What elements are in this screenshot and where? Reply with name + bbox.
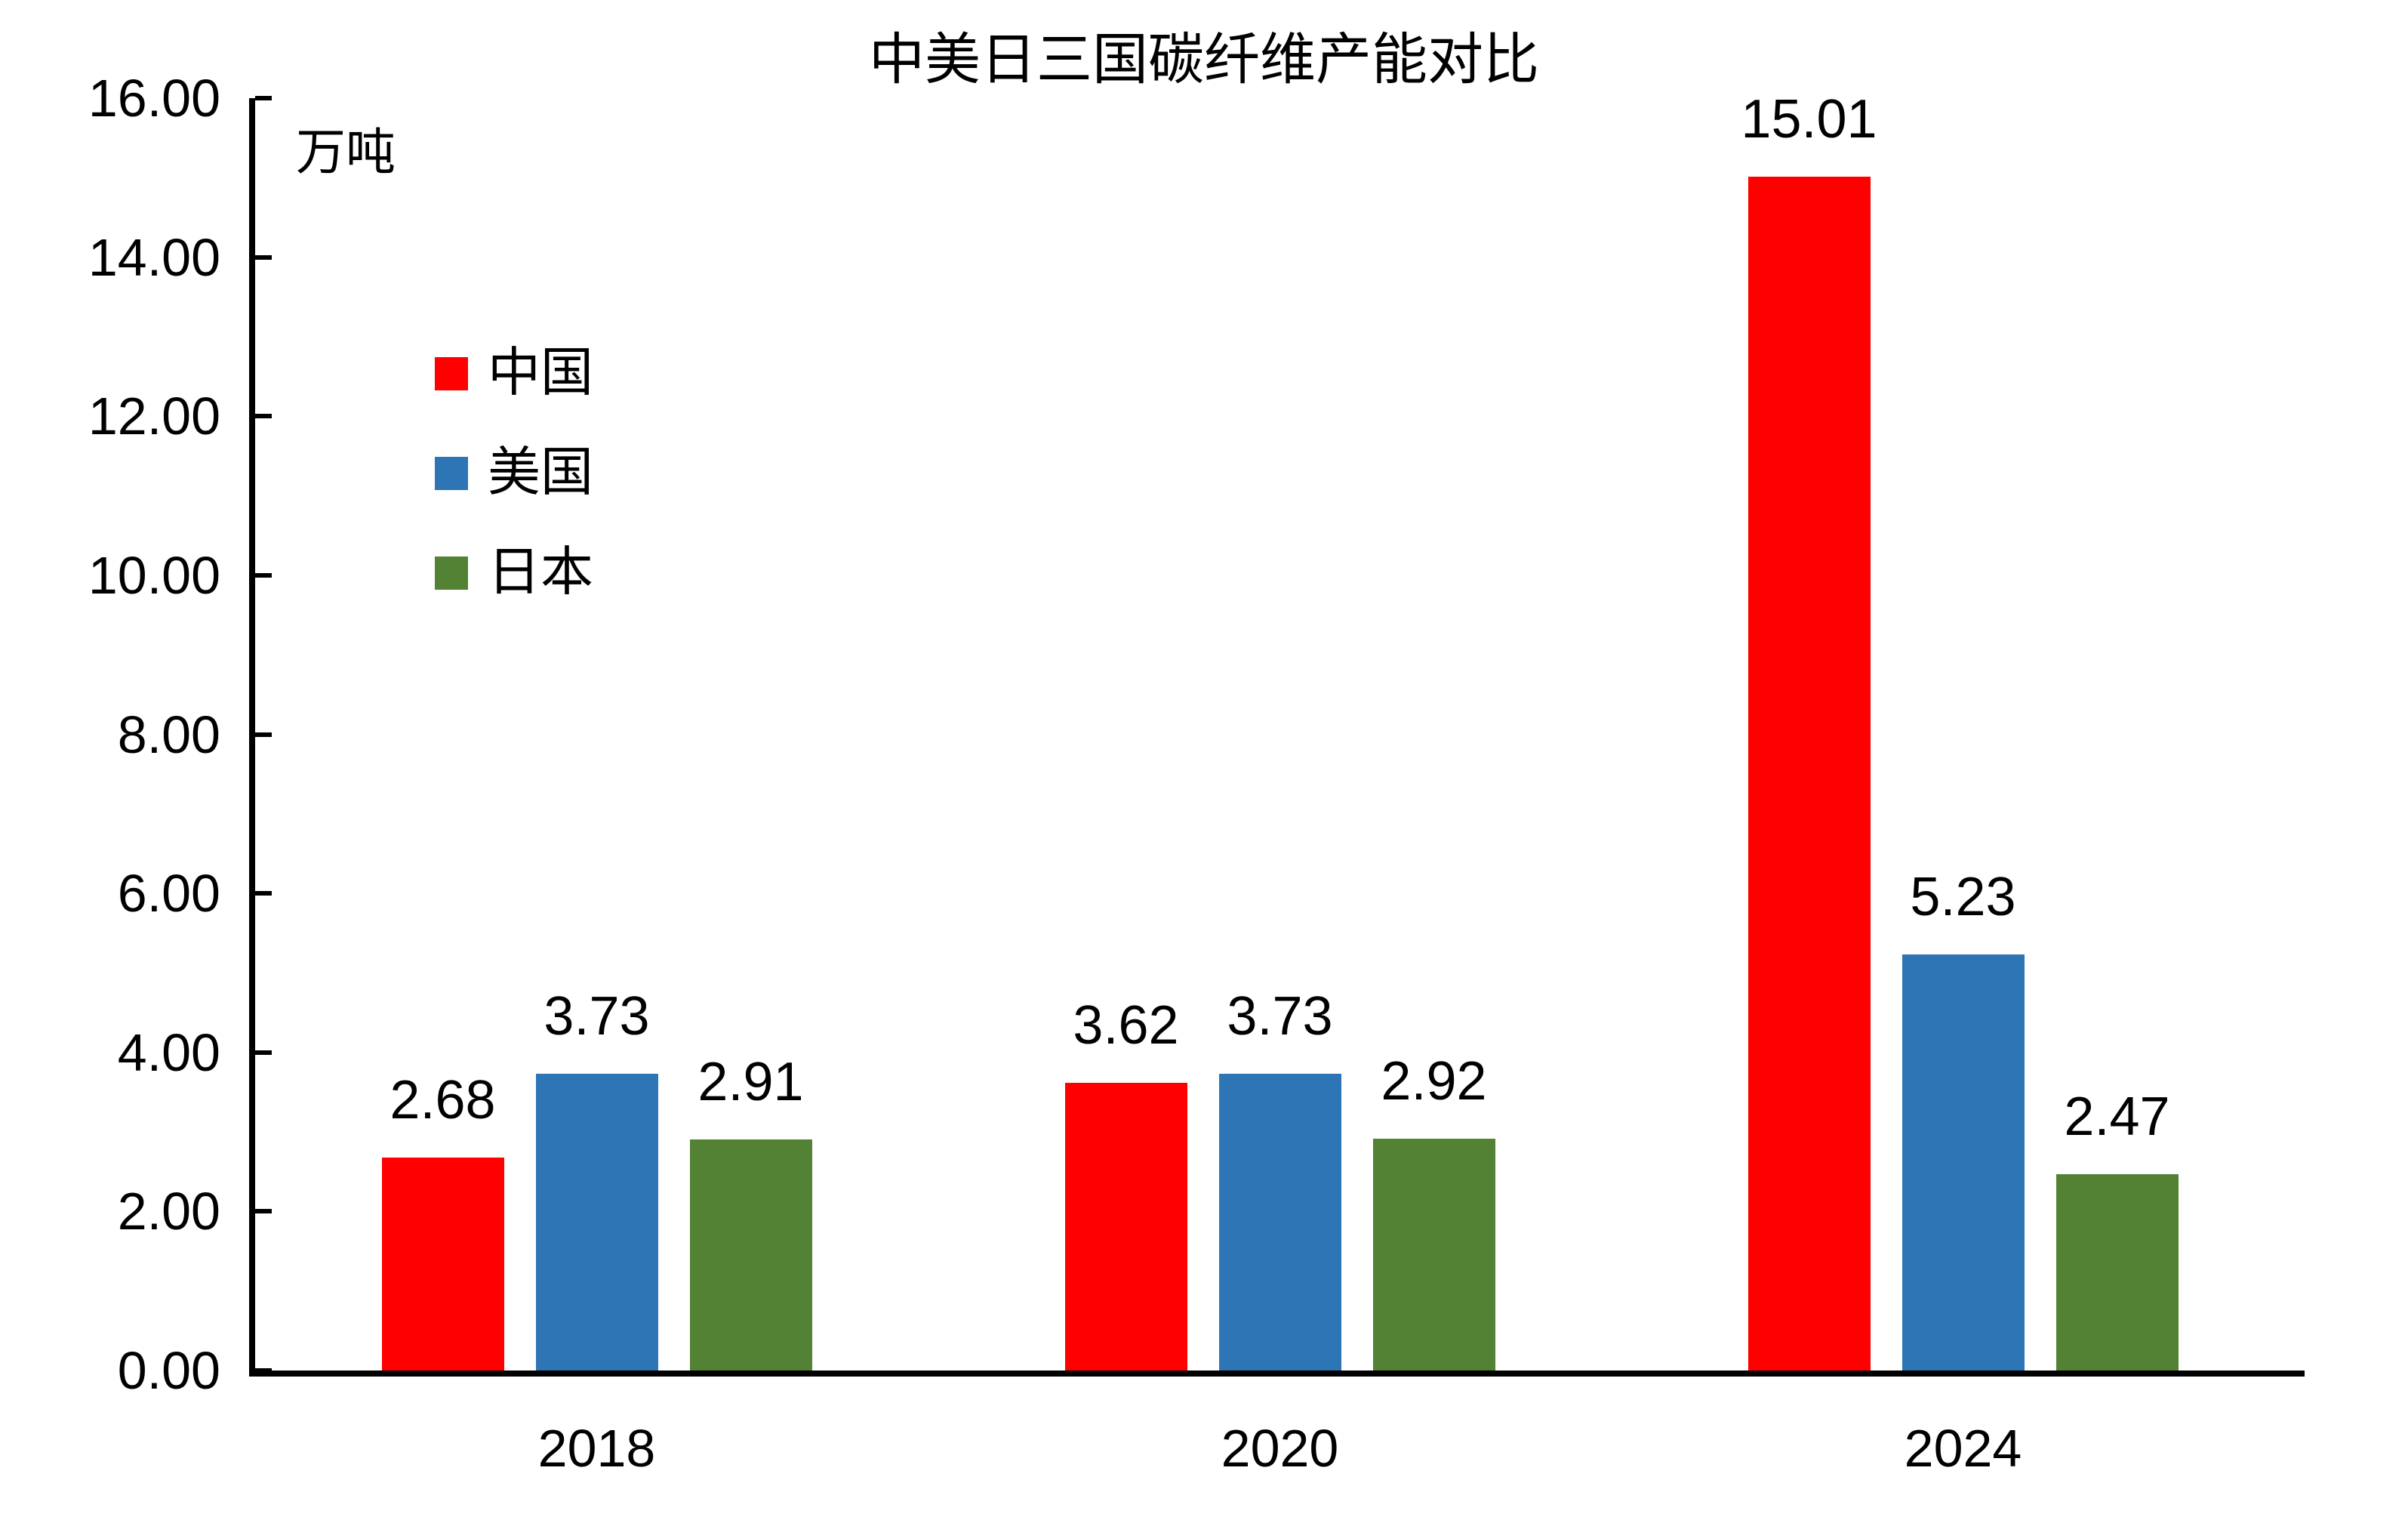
bar-usa-2018 [535,1074,658,1371]
chart-title: 中美日三国碳纤维产能对比 [869,29,1539,91]
bar-japan-2024 [2055,1173,2179,1371]
data-label-china-2024: 15.01 [1741,89,1877,150]
legend-label-china: 中国 [488,344,593,402]
y-axis-tick [255,1209,272,1214]
data-label-usa-2020: 3.73 [1227,986,1333,1047]
bar-china-2024 [1747,177,1871,1371]
y-axis-tick [255,732,272,737]
data-label-japan-2020: 2.92 [1381,1050,1487,1112]
bar-japan-2018 [689,1139,812,1371]
y-axis-tick-label: 16.00 [88,69,220,128]
legend-item-china: 中国 [435,341,593,406]
y-axis-tick [255,254,272,260]
bar-usa-2020 [1218,1074,1341,1371]
data-label-china-2018: 2.68 [390,1069,496,1130]
x-axis-label-2024: 2024 [1904,1419,2022,1478]
data-label-china-2020: 3.62 [1073,994,1179,1056]
legend-swatch-usa [435,457,468,490]
y-axis-tick-label: 6.00 [117,864,220,923]
y-axis-tick-label: 10.00 [88,545,220,605]
bar-china-2020 [1064,1082,1187,1371]
legend-swatch-china [435,357,468,390]
legend-item-japan: 日本 [435,541,593,606]
legend: 中国 美国 日本 [435,341,593,606]
y-axis-tick-label: 14.00 [88,227,220,287]
legend-item-usa: 美国 [435,441,593,506]
legend-label-usa: 美国 [488,444,593,502]
y-axis-tick [255,1368,272,1373]
plot-area: 0.00 2.00 4.00 6.00 8.00 10.00 12.00 14.00 16.00… [88,72,2305,1475]
y-axis-tick-label: 4.00 [117,1022,220,1082]
y-axis-tick [255,96,272,100]
x-axis-label-2018: 2018 [537,1419,656,1478]
y-axis-tick-label: 0.00 [117,1341,220,1400]
y-axis-tick [255,1050,272,1055]
y-axis-tick [255,572,272,578]
bar-usa-2024 [1901,954,2025,1371]
y-axis-tick-label: 8.00 [117,705,220,764]
y-axis-tick-label: 2.00 [117,1182,220,1241]
y-axis-tick [255,891,272,896]
bar-japan-2020 [1372,1138,1495,1371]
y-axis-tick [255,414,272,419]
data-label-japan-2018: 2.91 [697,1051,804,1112]
data-label-usa-2024: 5.23 [1910,867,2016,928]
bar-china-2018 [381,1157,504,1371]
y-axis-unit-label: 万吨 [296,125,396,180]
data-label-japan-2024: 2.47 [2064,1086,2170,1147]
y-axis-tick-label: 12.00 [88,387,220,446]
legend-swatch-japan [435,557,468,590]
data-label-usa-2018: 3.73 [543,986,650,1047]
legend-label-japan: 日本 [488,544,593,602]
x-axis-label-2020: 2020 [1221,1419,1339,1478]
